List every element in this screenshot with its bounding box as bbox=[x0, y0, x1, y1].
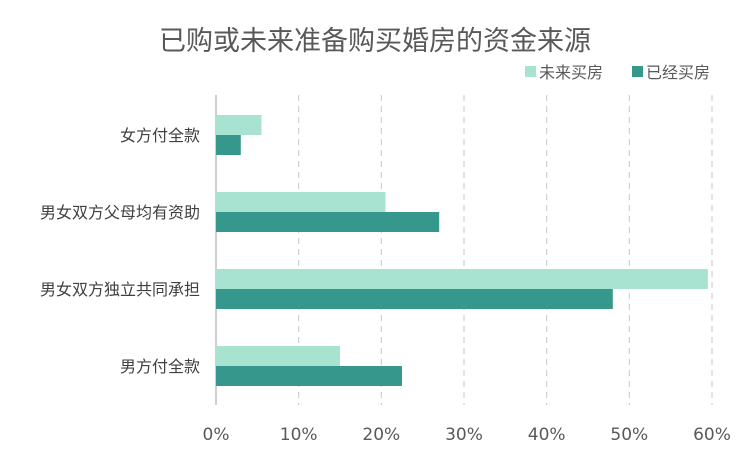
bar-future-purchase bbox=[216, 192, 386, 212]
x-tick-label: 10% bbox=[280, 425, 318, 445]
category-label: 男女双方父母均有资助 bbox=[40, 203, 200, 222]
bar-already-purchased bbox=[216, 366, 402, 386]
bar-future-purchase bbox=[216, 115, 262, 135]
category-label: 男方付全款 bbox=[120, 357, 200, 376]
bar-already-purchased bbox=[216, 289, 613, 309]
x-tick-label: 0% bbox=[203, 425, 230, 445]
bar-future-purchase bbox=[216, 269, 708, 289]
x-tick-label: 20% bbox=[362, 425, 400, 445]
legend-swatch bbox=[632, 66, 643, 77]
chart-title: 已购或未来准备购买婚房的资金来源 bbox=[159, 26, 591, 57]
bar-already-purchased bbox=[216, 212, 440, 232]
bar-future-purchase bbox=[216, 346, 340, 366]
x-tick-label: 30% bbox=[445, 425, 483, 445]
legend: 未来买房 已经买房 bbox=[525, 63, 710, 82]
legend-swatch bbox=[525, 66, 536, 77]
x-tick-label: 40% bbox=[528, 425, 566, 445]
category-label: 女方付全款 bbox=[120, 126, 200, 145]
legend-label: 已经买房 bbox=[646, 63, 710, 82]
bars bbox=[216, 115, 708, 386]
x-tick-labels: 0% 10% 20% 30% 40% 50% 60% bbox=[203, 425, 731, 445]
bar-already-purchased bbox=[216, 135, 241, 155]
x-tick-label: 50% bbox=[610, 425, 648, 445]
legend-label: 未来买房 bbox=[539, 63, 603, 82]
category-label: 男女双方独立共同承担 bbox=[40, 280, 200, 299]
x-tick-label: 60% bbox=[693, 425, 731, 445]
